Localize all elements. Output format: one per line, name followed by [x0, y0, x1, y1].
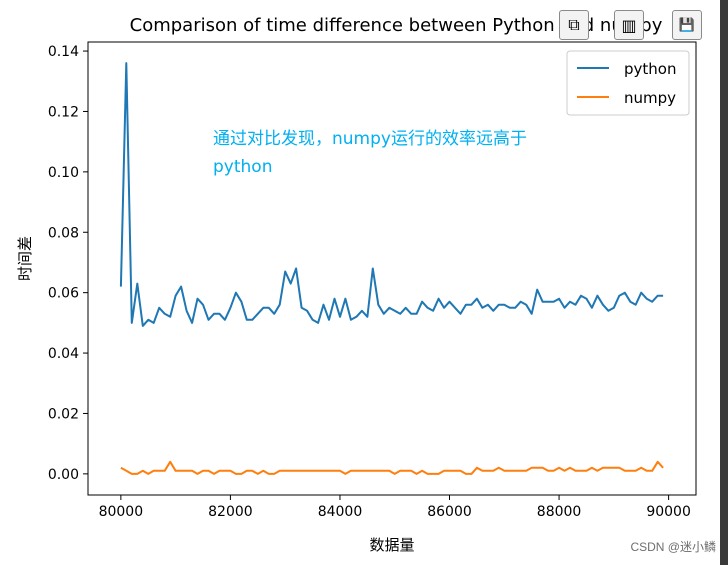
x-tick-label: 80000: [99, 504, 144, 520]
x-axis-label: 数据量: [369, 536, 414, 554]
window-edge: [720, 0, 728, 565]
annotation-text: python: [213, 157, 272, 177]
watermark: CSDN @迷小鳞: [630, 540, 716, 554]
x-tick-label: 90000: [646, 504, 691, 520]
y-tick-label: 0.06: [48, 286, 79, 302]
chart-title: Comparison of time difference between Py…: [130, 15, 663, 36]
legend-label-python: python: [624, 60, 676, 78]
series-line-numpy: [120, 460, 664, 475]
y-tick-label: 0.10: [48, 165, 79, 181]
y-tick-label: 0.08: [48, 225, 79, 241]
y-tick-label: 0.14: [48, 44, 79, 60]
y-tick-label: 0.12: [48, 104, 79, 120]
save-icon: 💾: [678, 17, 696, 33]
y-tick-label: 0.04: [48, 346, 79, 362]
x-tick-label: 86000: [427, 504, 472, 520]
bar-chart-icon: ▥: [621, 15, 637, 35]
save-button[interactable]: 💾: [672, 10, 702, 40]
y-tick-label: 0.00: [48, 467, 79, 483]
y-tick-label: 0.02: [48, 406, 79, 422]
chart-button[interactable]: ▥: [614, 10, 644, 40]
x-tick-label: 84000: [318, 504, 363, 520]
annotation-text: 通过对比发现，numpy运行的效率远高于: [213, 129, 527, 149]
legend-label-numpy: numpy: [624, 89, 676, 107]
copy-button[interactable]: ⧉: [559, 10, 589, 40]
x-tick-label: 88000: [537, 504, 582, 520]
copy-icon: ⧉: [568, 15, 580, 34]
plot-area-frame: [87, 41, 697, 496]
series-line-python: [119, 62, 664, 327]
y-axis-label: 时间差: [16, 236, 34, 281]
x-tick-label: 82000: [208, 504, 253, 520]
